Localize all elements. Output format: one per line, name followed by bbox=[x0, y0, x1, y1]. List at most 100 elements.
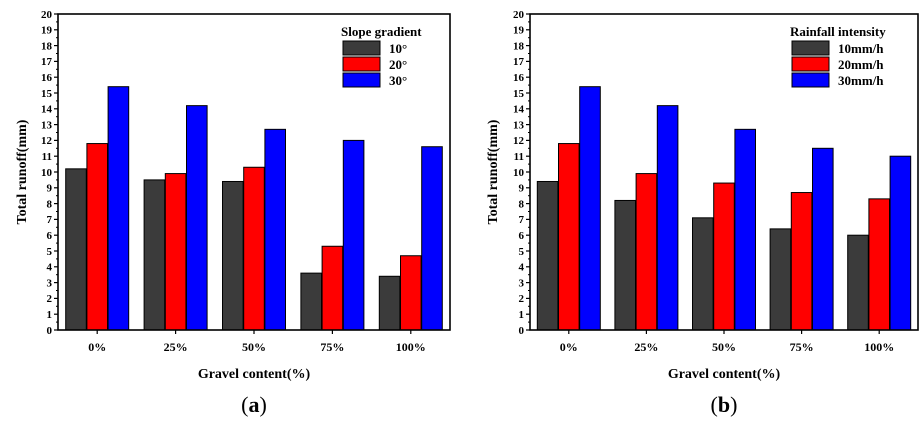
y-tick-label: 8 bbox=[47, 198, 53, 210]
bar-a-series-2-cat-0 bbox=[107, 86, 130, 331]
x-axis-title: Gravel content(%) bbox=[668, 367, 781, 382]
legend-label: 30mm/h bbox=[838, 73, 884, 88]
bar-a-series-2-cat-4 bbox=[421, 146, 443, 331]
bar-a-series-0-cat-3 bbox=[300, 272, 322, 331]
y-tick-label: 18 bbox=[513, 40, 525, 52]
bar-a-series-2-cat-2 bbox=[264, 128, 286, 331]
bar-b-series-1-cat-1 bbox=[635, 173, 658, 331]
legend-swatch bbox=[791, 72, 830, 88]
y-tick-label: 1 bbox=[519, 309, 525, 321]
y-tick-label: 16 bbox=[513, 72, 525, 84]
y-tick-label: 3 bbox=[519, 277, 525, 289]
panel-label: (a) bbox=[241, 392, 267, 417]
y-tick-label: 15 bbox=[513, 88, 525, 100]
y-tick-label: 10 bbox=[513, 167, 525, 179]
bar-a-series-1-cat-3 bbox=[321, 245, 344, 331]
y-tick-label: 6 bbox=[47, 230, 53, 242]
y-axis-title: Total runoff(mm) bbox=[15, 119, 30, 224]
y-tick-label: 16 bbox=[41, 72, 53, 84]
y-tick-label: 7 bbox=[47, 214, 53, 226]
bar-a-series-0-cat-1 bbox=[143, 179, 166, 331]
y-tick-label: 5 bbox=[47, 246, 53, 258]
panel-label-close: ) bbox=[260, 392, 267, 417]
bar-b-series-0-cat-4 bbox=[847, 234, 869, 331]
x-tick-label: 75% bbox=[320, 340, 344, 354]
bar-a-series-0-cat-0 bbox=[65, 168, 87, 331]
y-tick-label: 1 bbox=[47, 309, 53, 321]
x-tick-label: 0% bbox=[560, 340, 578, 354]
y-tick-label: 0 bbox=[47, 325, 53, 337]
y-tick-label: 20 bbox=[41, 9, 53, 21]
x-axis-title: Gravel content(%) bbox=[198, 367, 311, 382]
legend-label: 20° bbox=[389, 57, 407, 72]
bar-b-series-2-cat-0 bbox=[579, 86, 601, 331]
bar-b-series-2-cat-1 bbox=[656, 105, 679, 331]
bar-a-series-0-cat-4 bbox=[378, 275, 401, 331]
legend-swatch bbox=[791, 56, 830, 72]
y-tick-label: 9 bbox=[519, 183, 525, 195]
y-tick-label: 4 bbox=[519, 262, 525, 274]
bar-a-series-1-cat-4 bbox=[400, 255, 422, 331]
y-tick-label: 19 bbox=[41, 25, 53, 37]
y-tick-label: 18 bbox=[41, 40, 53, 52]
legend-label: 20mm/h bbox=[838, 57, 884, 72]
bar-b-series-0-cat-1 bbox=[614, 199, 637, 331]
y-tick-label: 3 bbox=[47, 277, 53, 289]
legend-swatch bbox=[791, 40, 830, 56]
y-tick-label: 10 bbox=[41, 167, 53, 179]
panel-label-close: ) bbox=[730, 392, 737, 417]
legend-label: 10° bbox=[389, 41, 407, 56]
bar-a-series-0-cat-2 bbox=[222, 180, 244, 331]
y-tick-label: 8 bbox=[519, 198, 525, 210]
y-tick-label: 9 bbox=[47, 183, 53, 195]
y-tick-label: 17 bbox=[513, 56, 525, 68]
panel-label-open: ( bbox=[711, 392, 718, 417]
legend-title: Rainfall intensity bbox=[790, 24, 886, 39]
bar-b-series-0-cat-0 bbox=[536, 180, 559, 331]
y-tick-label: 20 bbox=[513, 9, 525, 21]
bar-b-series-0-cat-2 bbox=[692, 217, 714, 331]
x-tick-label: 50% bbox=[712, 340, 736, 354]
bar-b-series-1-cat-0 bbox=[558, 143, 580, 331]
y-tick-label: 14 bbox=[513, 104, 525, 116]
panel-label-open: ( bbox=[241, 392, 248, 417]
y-tick-label: 5 bbox=[519, 246, 525, 258]
x-tick-label: 0% bbox=[88, 340, 106, 354]
bar-b-series-1-cat-3 bbox=[790, 192, 813, 331]
bar-a-series-2-cat-3 bbox=[342, 139, 365, 331]
y-tick-label: 11 bbox=[42, 151, 52, 163]
bar-a-series-1-cat-2 bbox=[243, 166, 265, 331]
y-axis-title: Total runoff(mm) bbox=[486, 119, 501, 224]
y-tick-label: 12 bbox=[513, 135, 525, 147]
bar-a-series-2-cat-1 bbox=[186, 105, 208, 331]
legend: Slope gradient 10°20°30° bbox=[341, 24, 422, 88]
legend-swatch bbox=[342, 56, 381, 72]
bar-a-series-1-cat-0 bbox=[86, 143, 109, 331]
panel-label-letter: a bbox=[249, 392, 260, 417]
y-tick-label: 11 bbox=[514, 151, 524, 163]
legend-swatch bbox=[342, 72, 381, 88]
legend-title: Slope gradient bbox=[341, 24, 422, 39]
legend-swatch bbox=[342, 40, 381, 56]
y-tick-label: 6 bbox=[519, 230, 525, 242]
panel-label-letter: b bbox=[718, 392, 730, 417]
x-tick-label: 100% bbox=[396, 340, 426, 354]
y-tick-label: 0 bbox=[519, 325, 525, 337]
bar-b-series-0-cat-3 bbox=[769, 228, 792, 331]
panel-label: (b) bbox=[711, 392, 738, 417]
bar-b-series-1-cat-2 bbox=[713, 182, 735, 331]
y-tick-label: 13 bbox=[41, 119, 53, 131]
x-tick-label: 75% bbox=[790, 340, 814, 354]
bar-b-series-2-cat-3 bbox=[812, 147, 834, 331]
x-tick-label: 100% bbox=[864, 340, 894, 354]
y-tick-label: 2 bbox=[519, 293, 525, 305]
x-tick-label: 25% bbox=[634, 340, 658, 354]
legend-label: 10mm/h bbox=[838, 41, 884, 56]
y-tick-label: 12 bbox=[41, 135, 53, 147]
y-tick-label: 4 bbox=[47, 262, 53, 274]
bar-b-series-1-cat-4 bbox=[868, 198, 891, 331]
